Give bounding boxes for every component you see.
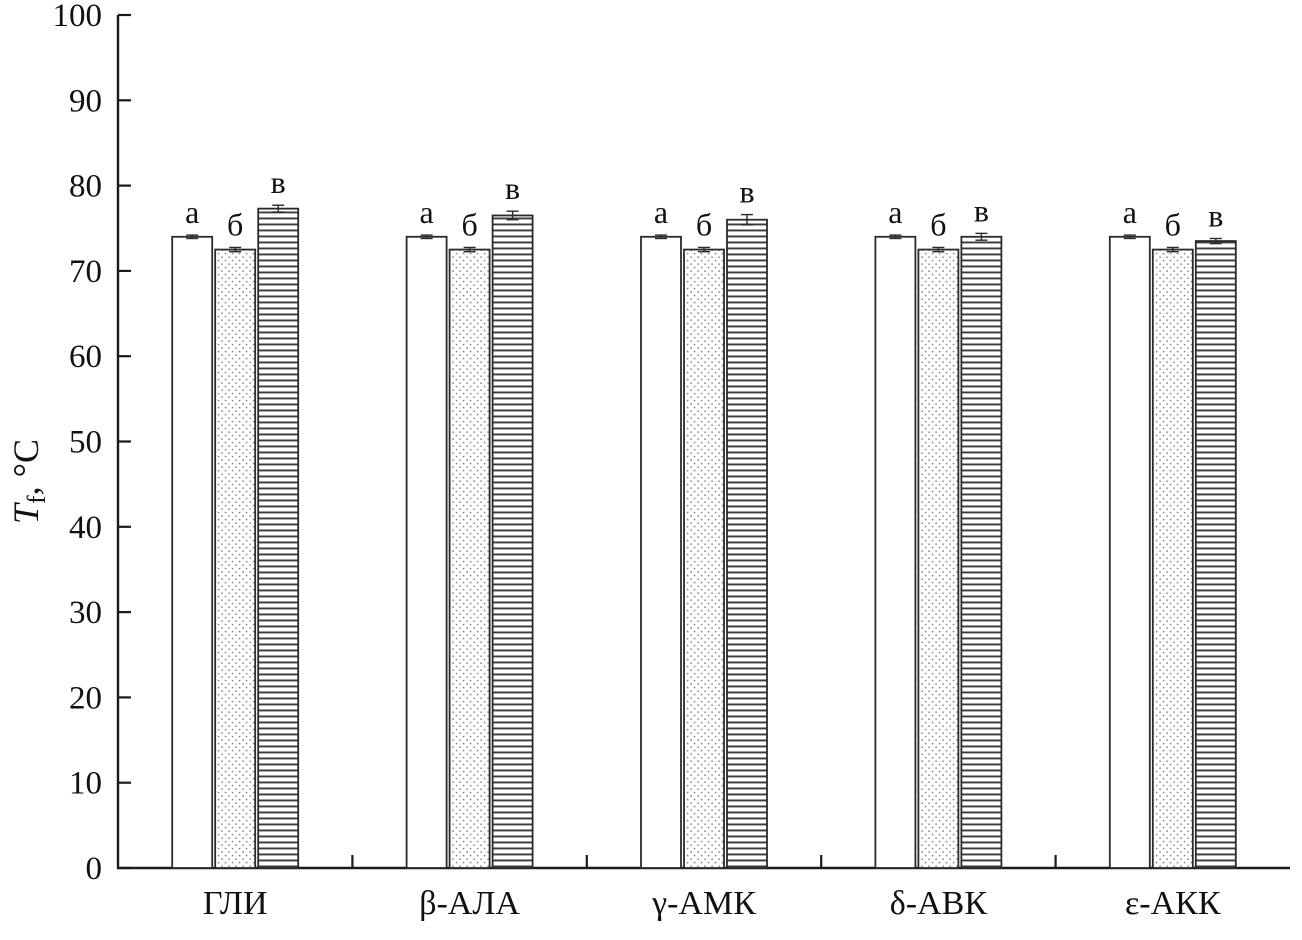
bar-letter-label: а (185, 194, 199, 230)
bar-letter-label: б (1165, 206, 1181, 242)
bar-letter-label: в (505, 170, 520, 206)
y-tick-label: 10 (69, 766, 102, 802)
x-category-label: δ-АВК (890, 885, 988, 922)
y-tick-label: 90 (69, 83, 102, 119)
bar-б-δ-АВК (917, 248, 960, 869)
y-tick-label: 60 (69, 339, 102, 375)
y-tick-label: 100 (53, 0, 103, 34)
bar-б-ГЛИ (214, 248, 257, 869)
bar-в-β-АЛА (491, 214, 534, 869)
y-tick-label: 80 (69, 169, 102, 205)
bar-letter-label: б (696, 206, 712, 242)
y-tick-label: 40 (69, 510, 102, 546)
bar-letter-label: а (1123, 194, 1137, 230)
bar-letter-label: в (974, 192, 989, 228)
bar-а-ГЛИ (171, 235, 214, 869)
bar-в-ε-АКК (1194, 240, 1237, 869)
y-axis-label: Tf, °C (6, 439, 51, 524)
bar-letter-label: б (930, 206, 946, 242)
bar-в-ГЛИ (257, 207, 300, 869)
bar-в-δ-АВК (960, 235, 1003, 869)
bar-letter-label: б (461, 206, 477, 242)
bar-в-γ-АМК (726, 218, 768, 869)
bar-letter-label: а (888, 194, 902, 230)
bar-letter-label: а (419, 194, 433, 230)
y-tick-label: 20 (69, 680, 102, 716)
bar-б-γ-АМК (683, 248, 725, 869)
bar-letter-label: в (1208, 197, 1223, 233)
y-tick-label: 50 (69, 425, 102, 461)
bar-а-γ-АМК (640, 235, 682, 869)
x-category-label: ГЛИ (203, 885, 268, 922)
y-tick-label: 0 (86, 851, 103, 887)
y-tick-label: 30 (69, 595, 102, 631)
bar-letter-label: в (271, 164, 286, 200)
bar-б-ε-АКК (1151, 248, 1194, 869)
bar-а-β-АЛА (405, 235, 448, 869)
bar-а-ε-АКК (1108, 235, 1151, 869)
x-category-label: β-АЛА (419, 885, 520, 922)
x-category-label: ε-АКК (1125, 885, 1221, 922)
bar-letter-label: в (739, 174, 754, 210)
bar-letter-label: а (654, 194, 668, 230)
bar-а-δ-АВК (874, 235, 917, 869)
bar-б-β-АЛА (448, 248, 491, 869)
y-tick-label: 70 (69, 254, 102, 290)
bar-letter-label: б (227, 206, 243, 242)
x-category-label: γ-АМК (651, 885, 756, 922)
